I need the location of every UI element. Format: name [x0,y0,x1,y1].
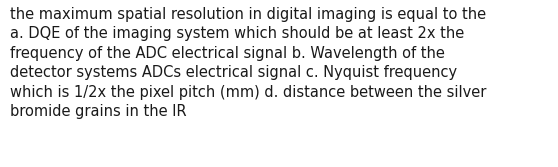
Text: the maximum spatial resolution in digital imaging is equal to the
a. DQE of the : the maximum spatial resolution in digita… [10,7,487,119]
